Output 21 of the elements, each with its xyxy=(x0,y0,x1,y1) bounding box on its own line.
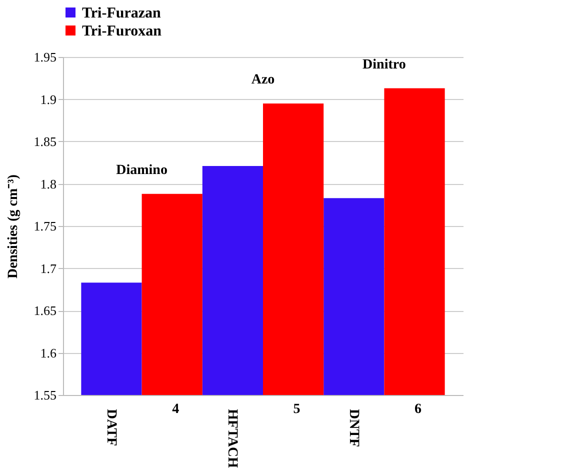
annotation: Dinitro xyxy=(362,57,406,72)
x-tick-label: DATF xyxy=(103,409,118,446)
x-tick-label: 6 xyxy=(414,402,422,417)
annotation: Diamino xyxy=(116,162,168,178)
x-tick-label: 5 xyxy=(293,402,300,417)
y-tick-label: 1.9 xyxy=(40,92,56,107)
y-tick-label: 1.95 xyxy=(34,50,56,64)
y-tick-label: 1.75 xyxy=(34,218,56,234)
x-tick-label: 4 xyxy=(172,402,180,417)
y-tick-label: 1.55 xyxy=(34,388,56,402)
legend-label: Tri-Furazan xyxy=(82,6,162,22)
y-tick-label: 1.6 xyxy=(40,345,57,360)
annotation: Azo xyxy=(251,72,275,88)
y-tick-label: 1.7 xyxy=(40,260,57,276)
x-tick-label: HFTACH xyxy=(224,409,240,468)
legend-label: Tri-Furoxan xyxy=(82,24,162,40)
y-tick-label: 1.65 xyxy=(34,303,56,318)
y-tick-label: 1.85 xyxy=(34,134,56,149)
x-tick-label: DNTF xyxy=(346,409,361,448)
y-axis-title: Densities (g cm⁻³) xyxy=(6,174,21,279)
y-tick-label: 1.8 xyxy=(40,176,56,192)
